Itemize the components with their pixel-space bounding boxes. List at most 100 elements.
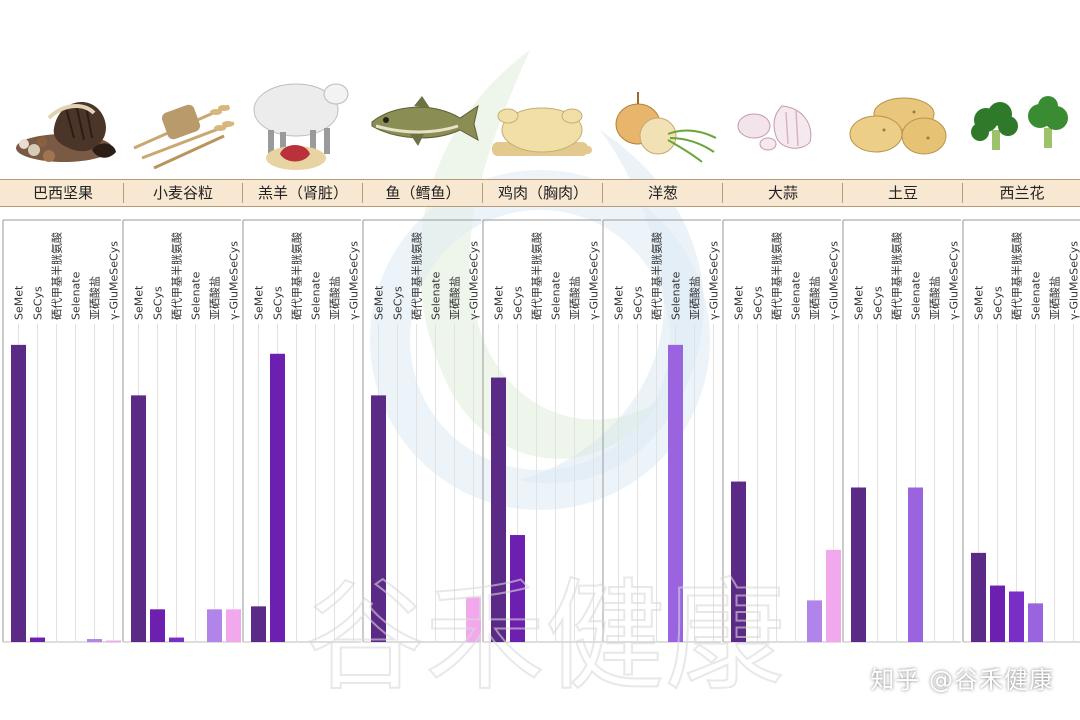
category-tick-label: SeMet (373, 285, 386, 320)
category-tick-label: Selenate (790, 271, 803, 320)
category-tick-label: Selenate (190, 271, 203, 320)
category-tick-label: γ-GluMeSeCys (588, 241, 601, 320)
category-tick-label: Selenate (310, 271, 323, 320)
category-tick-label: SeCys (152, 286, 165, 320)
category-tick-label: SeMet (613, 285, 626, 320)
food-name-bar: 巴西坚果 小麦谷粒 羔羊（肾脏） 鱼（鳕鱼） 鸡肉（胸肉） 洋葱 大蒜 土豆 西… (0, 179, 1080, 207)
category-tick-label: 硒代甲基半胱氨酸 (530, 232, 544, 320)
chart-panel: SeMet SeCys 硒代甲基半胱氨酸 Selenate 亚硒酸盐 γ-GluMeSeC… (242, 219, 361, 643)
divider (482, 183, 483, 203)
divider (242, 183, 243, 203)
category-tick-label: γ-GluMeSeCys (228, 241, 241, 320)
category-tick-label: Selenate (670, 271, 683, 320)
food-name-garlic: 大蒜 (767, 184, 798, 202)
bar-0 (251, 606, 266, 642)
food-name-chicken: 鸡肉（胸肉） (497, 184, 588, 202)
category-tick-label: Selenate (70, 271, 83, 320)
category-tick-label: SeCys (752, 286, 765, 320)
chart-panel: SeMet SeCys 硒代甲基半胱氨酸 Selenate 亚硒酸盐 γ-GluMeSeC… (362, 219, 481, 643)
bar-4 (207, 609, 222, 642)
category-tick-label: SeCys (632, 286, 645, 320)
bar-0 (731, 481, 746, 642)
category-tick-label: 亚硒酸盐 (928, 276, 942, 320)
category-tick-label: SeMet (133, 285, 146, 320)
chart-panel: SeMet SeCys 硒代甲基半胱氨酸 Selenate 亚硒酸盐 γ-GluMeSeC… (842, 219, 961, 643)
category-tick-label: SeCys (512, 286, 525, 320)
category-tick-label: 硒代甲基半胱氨酸 (650, 232, 664, 320)
chart-panel: SeMet SeCys 硒代甲基半胱氨酸 Selenate 亚硒酸盐 γ-GluMeSeC… (602, 219, 721, 643)
bar-5 (826, 549, 841, 642)
category-tick-label: SeCys (272, 286, 285, 320)
category-tick-label: Selenate (550, 271, 563, 320)
category-tick-label: SeMet (13, 285, 26, 320)
category-tick-label: 亚硒酸盐 (808, 276, 822, 320)
category-tick-label: γ-GluMeSeCys (468, 241, 481, 320)
bar-1 (270, 353, 285, 642)
category-tick-label: 硒代甲基半胱氨酸 (770, 232, 784, 320)
large-text-watermark: 谷禾健康 (304, 567, 786, 708)
bar-0 (491, 377, 506, 642)
category-tick-label: 硒代甲基半胱氨酸 (50, 232, 64, 320)
category-tick-label: γ-GluMeSeCys (1068, 241, 1080, 320)
category-tick-label: γ-GluMeSeCys (108, 241, 121, 320)
broccoli-icon (971, 96, 1068, 150)
chart-panel: SeMet SeCys 硒代甲基半胱氨酸 Selenate 亚硒酸盐 γ-GluMeSeC… (122, 219, 241, 643)
category-tick-label: SeMet (253, 285, 266, 320)
garlic-icon (737, 105, 812, 151)
bar-chart-panels: SeMet SeCys 硒代甲基半胱氨酸 Selenate 亚硒酸盐 γ-GluMeSeC… (2, 219, 1080, 643)
bar-3 (668, 344, 683, 642)
category-tick-label: 亚硒酸盐 (328, 276, 342, 320)
bar-3 (1028, 603, 1043, 642)
bar-4 (87, 639, 102, 642)
wheat-icon (133, 104, 235, 170)
category-tick-label: SeMet (973, 285, 986, 320)
divider (602, 183, 603, 203)
bar-1 (150, 609, 165, 642)
zhihu-watermark: 知乎 @谷禾健康 (870, 666, 1054, 694)
divider (842, 183, 843, 203)
category-tick-label: Selenate (1030, 271, 1043, 320)
food-name-lamb-kidney: 羔羊（肾脏） (257, 184, 348, 202)
bar-0 (371, 395, 386, 642)
bar-0 (851, 487, 866, 642)
category-tick-label: 亚硒酸盐 (1048, 276, 1062, 320)
chart-panel: SeMet SeCys 硒代甲基半胱氨酸 Selenate 亚硒酸盐 γ-GluMeSeC… (962, 219, 1080, 643)
bar-1 (510, 535, 525, 642)
category-tick-label: 硒代甲基半胱氨酸 (1010, 232, 1024, 320)
category-tick-label: 硒代甲基半胱氨酸 (890, 232, 904, 320)
bar-1 (30, 637, 45, 642)
category-tick-label: γ-GluMeSeCys (708, 241, 721, 320)
chart-panel: SeMet SeCys 硒代甲基半胱氨酸 Selenate 亚硒酸盐 γ-GluMeSeC… (722, 219, 841, 643)
bar-1 (990, 585, 1005, 642)
category-tick-label: Selenate (430, 271, 443, 320)
food-name-onion: 洋葱 (647, 184, 678, 202)
category-tick-label: 硒代甲基半胱氨酸 (170, 232, 184, 320)
category-tick-label: SeMet (853, 285, 866, 320)
watermark-big-text: 谷禾健康 (305, 568, 785, 707)
cod-fish-icon (371, 96, 479, 146)
bar-5 (106, 640, 121, 642)
category-tick-label: Selenate (910, 271, 923, 320)
brazil-nuts-icon (16, 101, 116, 162)
divider (722, 183, 723, 203)
bar-0 (971, 552, 986, 642)
category-tick-label: SeCys (992, 286, 1005, 320)
category-tick-label: 亚硒酸盐 (688, 276, 702, 320)
onion-icon (615, 92, 717, 163)
bar-3 (908, 487, 923, 642)
category-tick-label: γ-GluMeSeCys (828, 241, 841, 320)
category-tick-label: SeCys (872, 286, 885, 320)
category-tick-label: 亚硒酸盐 (208, 276, 222, 320)
bar-2 (1009, 591, 1024, 642)
food-illustration-row (0, 78, 1080, 180)
bar-5 (466, 597, 481, 642)
food-name-wheat: 小麦谷粒 (152, 184, 213, 202)
bar-0 (131, 395, 146, 642)
bar-5 (226, 609, 241, 642)
food-name-broccoli: 西兰花 (999, 184, 1045, 202)
bar-2 (169, 637, 184, 642)
divider (362, 183, 363, 203)
food-name-cod: 鱼（鳕鱼） (385, 184, 461, 202)
chart-panel: SeMet SeCys 硒代甲基半胱氨酸 Selenate 亚硒酸盐 γ-GluMeSeC… (482, 219, 601, 643)
